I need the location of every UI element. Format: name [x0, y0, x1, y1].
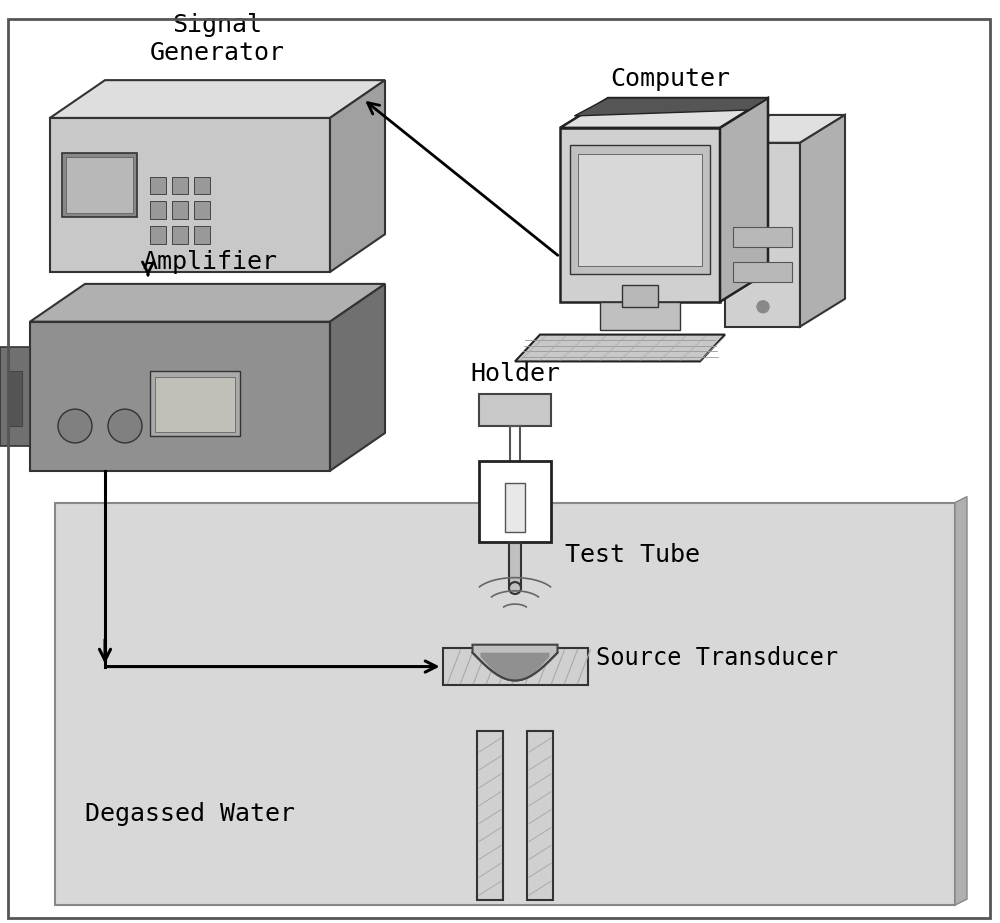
Text: Test Tube: Test Tube	[565, 544, 700, 568]
FancyBboxPatch shape	[578, 154, 702, 266]
FancyBboxPatch shape	[194, 226, 210, 245]
Polygon shape	[725, 115, 845, 143]
Polygon shape	[330, 284, 385, 471]
Polygon shape	[560, 128, 720, 302]
FancyBboxPatch shape	[8, 371, 22, 426]
FancyBboxPatch shape	[172, 201, 188, 220]
FancyBboxPatch shape	[172, 176, 188, 195]
Text: Computer: Computer	[610, 67, 730, 91]
Polygon shape	[0, 346, 30, 446]
Polygon shape	[50, 80, 385, 118]
Circle shape	[58, 409, 92, 443]
FancyBboxPatch shape	[155, 378, 235, 432]
FancyBboxPatch shape	[600, 302, 680, 330]
FancyBboxPatch shape	[733, 227, 792, 247]
FancyBboxPatch shape	[150, 176, 166, 195]
Polygon shape	[50, 118, 330, 272]
FancyBboxPatch shape	[55, 502, 955, 905]
FancyBboxPatch shape	[527, 731, 553, 900]
FancyBboxPatch shape	[66, 157, 133, 213]
FancyBboxPatch shape	[509, 544, 521, 588]
FancyBboxPatch shape	[150, 226, 166, 245]
Polygon shape	[955, 497, 967, 905]
FancyBboxPatch shape	[570, 145, 710, 274]
FancyBboxPatch shape	[505, 483, 525, 533]
Circle shape	[757, 301, 769, 313]
Polygon shape	[330, 80, 385, 272]
FancyBboxPatch shape	[172, 226, 188, 245]
FancyBboxPatch shape	[194, 176, 210, 195]
FancyBboxPatch shape	[150, 201, 166, 220]
FancyBboxPatch shape	[622, 285, 658, 306]
FancyBboxPatch shape	[194, 201, 210, 220]
FancyBboxPatch shape	[477, 731, 503, 900]
FancyBboxPatch shape	[479, 461, 551, 543]
Polygon shape	[720, 98, 768, 302]
Polygon shape	[30, 322, 330, 471]
Polygon shape	[574, 98, 768, 116]
Text: Source Transducer: Source Transducer	[596, 645, 838, 669]
Text: Holder: Holder	[470, 362, 560, 387]
FancyBboxPatch shape	[443, 648, 588, 686]
Polygon shape	[30, 284, 385, 322]
Polygon shape	[515, 335, 725, 362]
Text: Amplifier: Amplifier	[143, 250, 278, 274]
FancyBboxPatch shape	[479, 394, 551, 426]
Polygon shape	[800, 115, 845, 327]
Polygon shape	[481, 653, 550, 680]
Polygon shape	[560, 98, 768, 128]
Polygon shape	[473, 644, 558, 680]
Text: Degassed Water: Degassed Water	[85, 802, 295, 826]
FancyBboxPatch shape	[733, 262, 792, 282]
FancyBboxPatch shape	[62, 152, 137, 217]
FancyBboxPatch shape	[150, 371, 240, 436]
Polygon shape	[725, 143, 800, 327]
Text: Signal
Generator: Signal Generator	[150, 14, 285, 66]
Circle shape	[509, 582, 521, 594]
Circle shape	[108, 409, 142, 443]
